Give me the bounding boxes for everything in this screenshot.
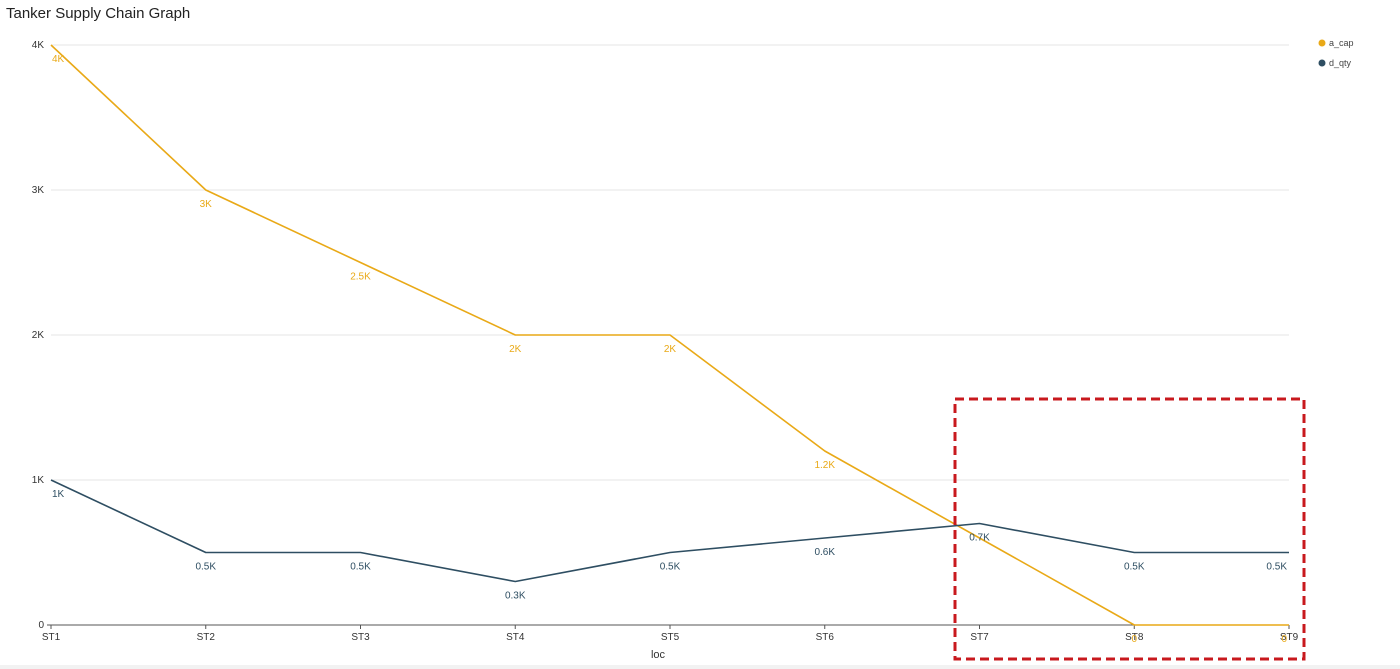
data-label-d_qty: 0.5K xyxy=(350,562,371,573)
data-label-d_qty: 1K xyxy=(52,489,65,500)
x-tick-label: ST7 xyxy=(970,632,989,643)
highlight-box xyxy=(953,397,1306,661)
data-label-a_cap: 0 xyxy=(1281,634,1287,645)
data-label-a_cap: 3K xyxy=(200,199,213,210)
data-label-a_cap: 0 xyxy=(1131,634,1137,645)
gridlines xyxy=(51,44,1289,481)
x-tick-label: ST6 xyxy=(816,632,835,643)
y-tick-label: 2K xyxy=(32,330,45,341)
legend-marker-a_cap[interactable] xyxy=(1318,39,1326,47)
x-tick-label: ST8 xyxy=(1125,632,1144,643)
x-tick-label: ST9 xyxy=(1280,632,1299,643)
data-labels: 4K 3K 2.5K 2K 2K 1.2K 0 0 1K 0.5K 0.5K 0.3K 0.5K 0.6K… xyxy=(52,54,1287,645)
x-tick-label: ST4 xyxy=(506,632,525,643)
x-tick-label: ST3 xyxy=(351,632,370,643)
data-label-a_cap: 2K xyxy=(664,344,677,355)
data-label-d_qty: 0.7K xyxy=(969,533,990,544)
x-tick-label: ST1 xyxy=(42,632,61,643)
x-axis-title: loc xyxy=(651,649,666,661)
data-label-d_qty: 0.5K xyxy=(660,562,681,573)
x-axis: ST1 ST2 ST3 ST4 ST5 ST6 ST7 ST8 ST9 loc xyxy=(42,624,1299,661)
data-label-d_qty: 0.3K xyxy=(505,591,526,602)
data-label-d_qty: 0.5K xyxy=(1266,562,1287,573)
y-tick-label: 0 xyxy=(38,620,44,631)
series-group xyxy=(50,44,1289,626)
data-label-a_cap: 2K xyxy=(509,344,522,355)
data-label-a_cap: 2.5K xyxy=(350,272,371,283)
y-tick-label: 4K xyxy=(32,40,45,51)
y-axis: 0 1K 2K 3K 4K xyxy=(32,40,45,631)
data-label-d_qty: 0.6K xyxy=(814,547,835,558)
legend-label-d_qty[interactable]: d_qty xyxy=(1329,58,1352,68)
bottom-strip xyxy=(0,665,1400,669)
annotation xyxy=(953,397,1306,661)
x-tick-label: ST2 xyxy=(197,632,216,643)
data-label-a_cap: 1.2K xyxy=(814,460,835,471)
data-label-d_qty: 0.5K xyxy=(195,562,216,573)
legend-label-a_cap[interactable]: a_cap xyxy=(1329,38,1354,48)
series-line-a_cap xyxy=(50,44,1289,626)
data-label-d_qty: 0.5K xyxy=(1124,562,1145,573)
chart-title: Tanker Supply Chain Graph xyxy=(6,5,191,22)
legend-marker-d_qty[interactable] xyxy=(1318,59,1326,67)
legend[interactable]: a_cap d_qty xyxy=(1318,38,1354,68)
y-tick-label: 3K xyxy=(32,185,45,196)
series-line-d_qty xyxy=(50,479,1289,583)
y-tick-label: 1K xyxy=(32,475,45,486)
x-tick-label: ST5 xyxy=(661,632,680,643)
data-label-a_cap: 4K xyxy=(52,54,65,65)
